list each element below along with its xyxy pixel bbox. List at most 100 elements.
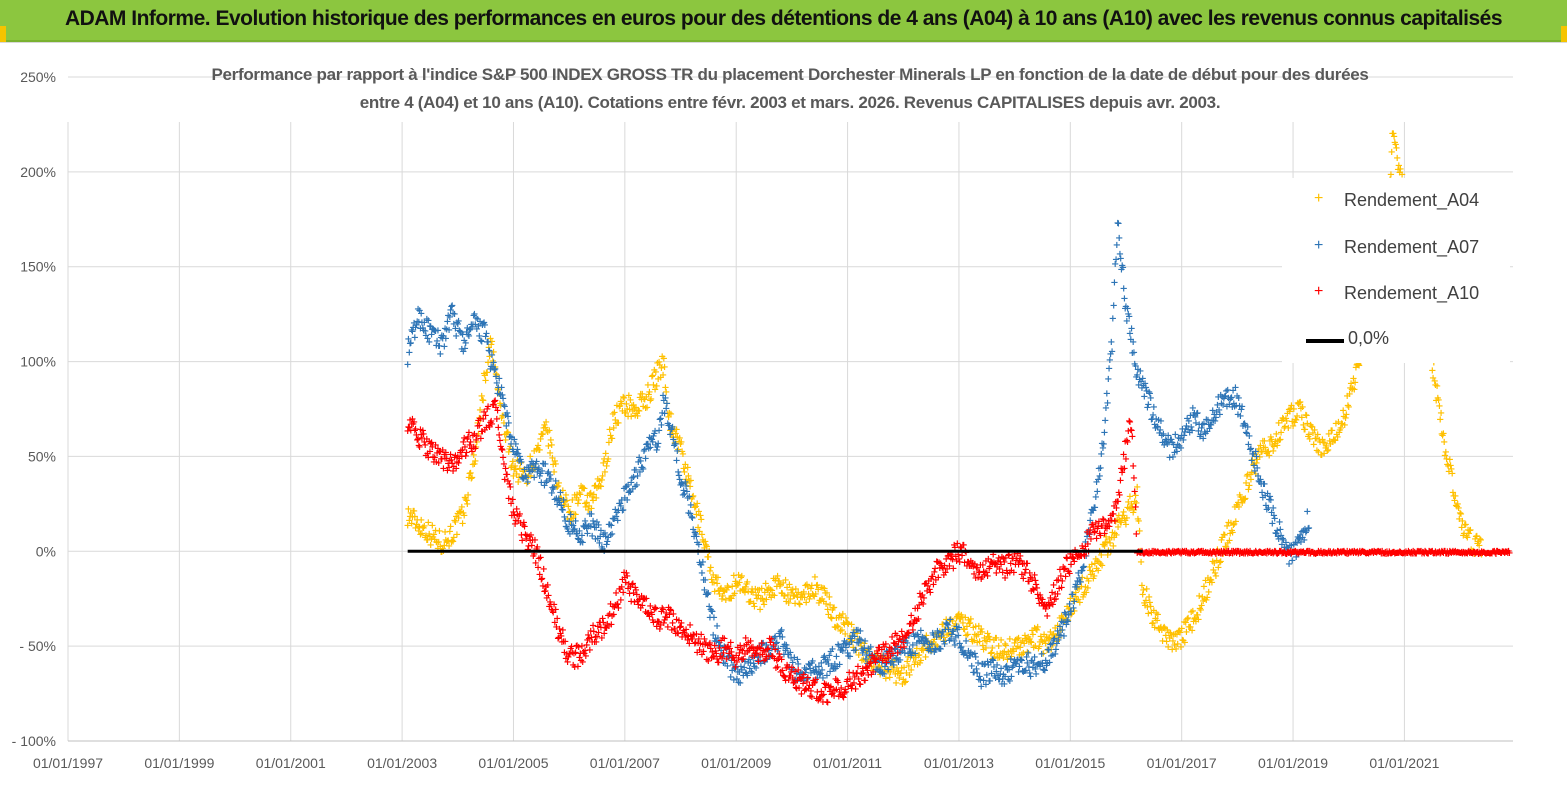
point-rendement_a07: + [550, 482, 558, 493]
point-rendement_a04: + [1396, 164, 1404, 175]
point-rendement_a07: + [427, 329, 435, 340]
point-rendement_a04: + [476, 405, 484, 416]
point-rendement_a04: + [788, 584, 796, 595]
point-rendement_a04: + [860, 639, 868, 650]
point-rendement_a07: + [667, 425, 675, 436]
point-rendement_a04: + [733, 579, 741, 590]
point-rendement_a07: + [908, 648, 916, 659]
point-rendement_a07: + [536, 471, 544, 482]
point-rendement_a07: + [712, 636, 720, 647]
x-tick-label: 01/01/2021 [1369, 755, 1439, 771]
point-rendement_a04: + [505, 447, 513, 458]
point-rendement_a04: + [827, 613, 835, 624]
point-rendement_a04: + [923, 645, 931, 656]
point-rendement_a07: + [818, 665, 826, 676]
point-rendement_a04: + [1133, 482, 1141, 493]
point-rendement_a07: + [1070, 597, 1078, 608]
point-rendement_a04: + [1462, 531, 1470, 542]
point-rendement_a04: + [867, 662, 875, 673]
point-rendement_a04: + [653, 358, 661, 369]
point-rendement_a07: + [920, 633, 928, 644]
point-rendement_a04: + [1120, 514, 1128, 525]
point-rendement_a07: + [547, 474, 555, 485]
point-rendement_a07: + [693, 537, 701, 548]
point-rendement_a07: + [917, 635, 925, 646]
point-rendement_a04: + [1088, 567, 1096, 578]
point-rendement_a04: + [468, 472, 476, 483]
point-rendement_a04: + [848, 635, 856, 646]
point-rendement_a07: + [517, 457, 525, 468]
point-rendement_a07: + [704, 588, 712, 599]
point-rendement_a07: + [839, 646, 847, 657]
point-rendement_a04: + [911, 657, 919, 668]
point-rendement_a04: + [935, 632, 943, 643]
point-rendement_a07: + [926, 644, 934, 655]
point-rendement_a04: + [671, 438, 679, 449]
point-rendement_a07: + [757, 639, 765, 650]
point-rendement_a07: + [880, 669, 888, 680]
point-rendement_a04: + [544, 441, 552, 452]
point-rendement_a04: + [1220, 530, 1228, 541]
point-rendement_a04: + [739, 585, 747, 596]
point-rendement_a10: + [493, 406, 501, 417]
point-rendement_a04: + [1097, 550, 1105, 561]
point-rendement_a04: + [890, 665, 898, 676]
point-rendement_a04: + [1192, 617, 1200, 628]
point-rendement_a04: + [758, 593, 766, 604]
x-tick-label: 01/01/1997 [33, 755, 103, 771]
point-rendement_a04: + [1129, 507, 1137, 518]
point-rendement_a07: + [1038, 658, 1046, 669]
point-rendement_a07: + [641, 445, 649, 456]
point-rendement_a07: + [581, 516, 589, 527]
point-rendement_a07: + [775, 629, 783, 640]
point-rendement_a04: + [832, 613, 840, 624]
point-rendement_a04: + [1219, 549, 1227, 560]
point-rendement_a07: + [646, 443, 654, 454]
point-rendement_a04: + [1433, 381, 1441, 392]
point-rendement_a04: + [555, 495, 563, 506]
point-rendement_a04: + [1442, 454, 1450, 465]
point-rendement_a07: + [859, 646, 867, 657]
point-rendement_a04: + [1263, 447, 1271, 458]
point-rendement_a07: + [448, 300, 456, 311]
point-rendement_a04: + [1212, 571, 1220, 582]
point-rendement_a04: + [774, 576, 782, 587]
point-rendement_a04: + [1055, 633, 1063, 644]
point-rendement_a07: + [827, 661, 835, 672]
point-rendement_a07: + [482, 328, 490, 339]
point-rendement_a04: + [1249, 460, 1257, 471]
point-rendement_a04: + [1036, 637, 1044, 648]
point-rendement_a04: + [1037, 635, 1045, 646]
point-rendement_a04: + [595, 476, 603, 487]
point-rendement_a04: + [677, 437, 685, 448]
point-rendement_a04: + [1131, 490, 1139, 501]
point-rendement_a04: + [506, 442, 514, 453]
point-rendement_a07: + [523, 463, 531, 474]
point-rendement_a04: + [1343, 391, 1351, 402]
point-rendement_a04: + [1162, 637, 1170, 648]
point-rendement_a07: + [858, 648, 866, 659]
point-rendement_a04: + [1083, 573, 1091, 584]
point-rendement_a07: + [962, 636, 970, 647]
point-rendement_a07: + [1017, 655, 1025, 666]
point-rendement_a07: + [456, 326, 464, 337]
point-rendement_a04: + [986, 635, 994, 646]
point-rendement_a07: + [617, 501, 625, 512]
point-rendement_a07: + [730, 664, 738, 675]
point-rendement_a04: + [516, 458, 524, 469]
point-rendement_a07: + [1053, 638, 1061, 649]
point-rendement_a04: + [995, 652, 1003, 663]
point-rendement_a07: + [648, 435, 656, 446]
point-rendement_a04: + [1010, 638, 1018, 649]
point-rendement_a04: + [979, 641, 987, 652]
point-rendement_a07: + [1238, 401, 1246, 412]
point-rendement_a04: + [663, 398, 671, 409]
point-rendement_a07: + [477, 337, 485, 348]
point-rendement_a04: + [996, 649, 1004, 660]
point-rendement_a07: + [935, 644, 943, 655]
point-rendement_a04: + [988, 643, 996, 654]
point-rendement_a07: + [683, 493, 691, 504]
point-rendement_a07: + [508, 432, 516, 443]
point-rendement_a07: + [812, 662, 820, 673]
point-rendement_a04: + [781, 591, 789, 602]
